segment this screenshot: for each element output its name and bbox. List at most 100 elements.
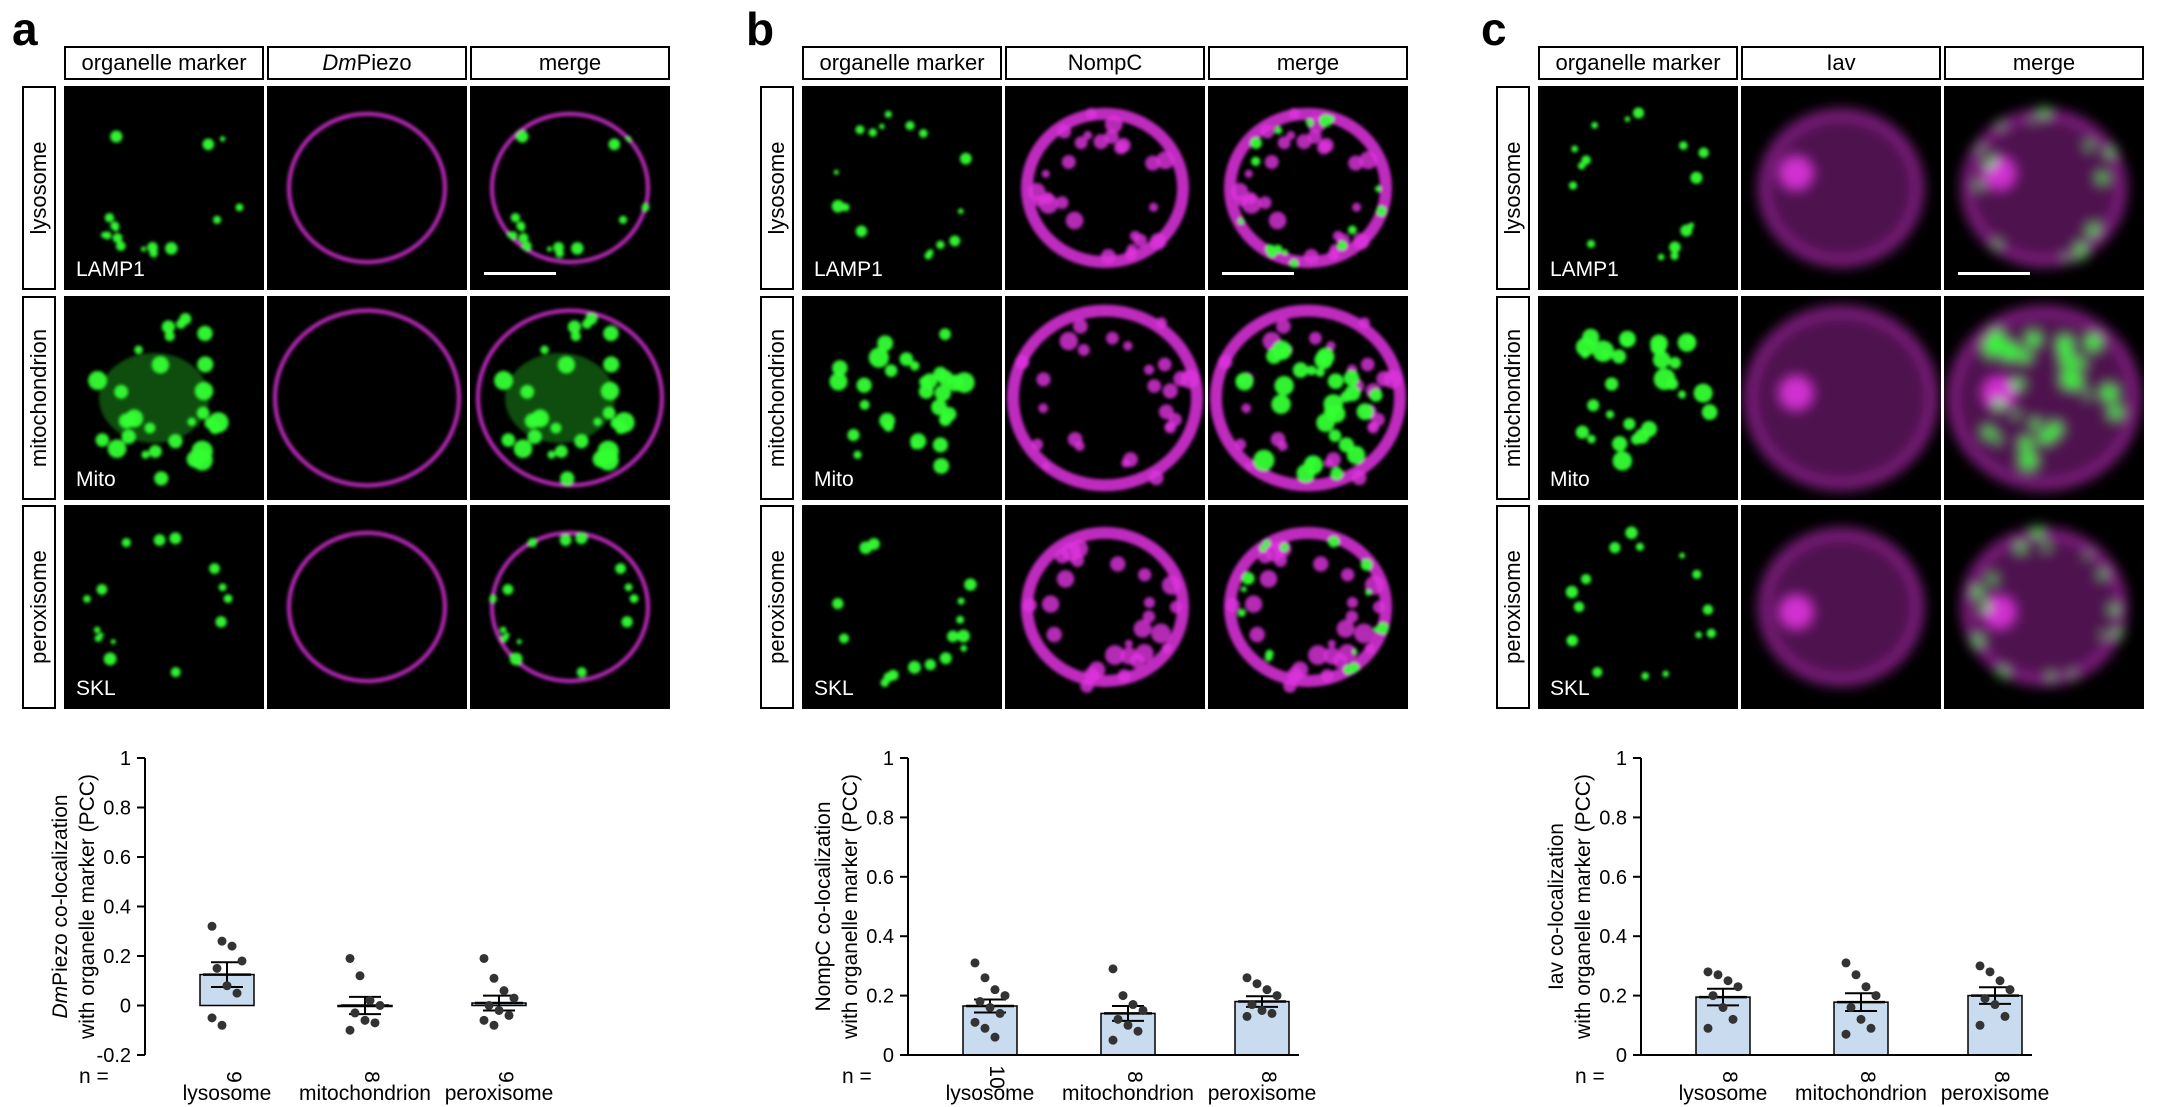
organelle-puncta [1993,399,2006,412]
micrograph-image [1021,526,1189,693]
n-value: 9 [222,1071,245,1083]
data-point [1980,994,1990,1004]
channel-cluster [1014,354,1030,370]
data-point [479,1015,489,1025]
organelle-puncta [2046,421,2064,438]
organelle-puncta [501,433,516,447]
organelle-puncta [1591,121,1599,129]
channel-cluster [1033,195,1045,207]
x-tick-label: peroxisome [1941,1082,2050,1105]
channel-cluster [1288,107,1300,120]
organelle-puncta [110,130,123,143]
channel-cluster [1070,553,1085,568]
organelle-puncta [1592,667,1603,678]
organelle-puncta [2031,526,2044,540]
organelle-puncta [2030,116,2037,122]
data-point [237,956,247,966]
organelle-puncta [170,667,181,678]
organelle-puncta [856,377,872,393]
organelle-puncta [2085,141,2094,150]
channel-cluster [1348,155,1364,171]
column-header: NompC [1005,46,1205,80]
micrograph-signal [100,130,244,258]
organelle-puncta [959,152,972,165]
organelle-puncta [1237,217,1245,225]
panel-letter: c [1481,3,1507,55]
column-header: merge [470,46,670,80]
organelle-puncta [509,231,518,240]
row-header-label: peroxisome [764,550,789,664]
channel-cluster [1303,248,1319,264]
organelle-puncta [2101,631,2109,639]
channel-cluster [1277,136,1291,150]
channel-cluster [1065,211,1084,230]
marker-label: Mito [814,468,854,491]
mito-haze [505,353,615,443]
organelle-puncta [95,433,110,447]
organelle-puncta [107,439,127,459]
organelle-puncta [933,458,950,474]
organelle-puncta [208,422,222,435]
data-point [1113,1014,1123,1024]
organelle-puncta [1587,399,1600,412]
organelle-puncta [516,639,522,645]
channel-cluster [1981,594,2017,630]
data-point [980,1023,990,1033]
organelle-puncta [1971,585,1985,599]
channel-cluster [1041,595,1060,613]
organelle-puncta [1650,334,1668,353]
organelle-puncta [1677,333,1697,352]
marker-label: LAMP1 [76,258,145,281]
channel-cluster [1217,354,1233,370]
organelle-puncta [924,659,936,671]
channel-cluster [1345,610,1359,623]
y-axis-label: Iav co-localization [1545,823,1568,990]
organelle-puncta [625,136,632,142]
micrograph-image [490,111,650,265]
marker-label: SKL [1550,677,1590,700]
marker-label: Mito [1550,468,1590,491]
micrograph-channel [1741,86,1941,290]
organelle-puncta [936,240,945,250]
micrograph-signal [1565,526,1716,680]
data-point [1138,1005,1148,1015]
organelle-puncta [924,251,933,260]
data-point [345,953,355,963]
channel-cluster [1157,357,1172,372]
organelle-puncta [1611,349,1627,364]
organelle-puncta [2076,251,2085,261]
data-point [2005,985,2015,995]
organelle-puncta [103,652,117,666]
organelle-puncta [1624,116,1631,122]
micrograph-merge [1208,86,1408,290]
micrograph-merge [470,86,670,290]
x-tick-label: peroxisome [1208,1082,1317,1105]
organelle-puncta [2083,333,2103,352]
organelle-puncta [1702,604,1714,615]
organelle-puncta [597,440,619,462]
organelle-puncta [615,563,626,574]
organelle-puncta [215,616,227,628]
channel-cluster [1364,643,1376,654]
channel-cluster [1061,154,1076,170]
column-header-label: organelle marker [819,50,985,75]
organelle-puncta [2098,569,2108,579]
organelle-puncta [93,626,101,634]
micrograph-marker: Mito [64,296,264,500]
micrograph-channel [1005,505,1205,709]
organelle-puncta [2036,433,2048,445]
channel-cluster [1156,151,1175,170]
micrograph-image [287,530,447,684]
data-point [1000,991,1010,1001]
organelle-puncta [1282,249,1289,256]
scale-bar [1222,272,1294,275]
organelle-puncta [1693,383,1713,403]
bar [1833,1001,1889,1056]
channel-cluster [1080,679,1094,693]
organelle-puncta [2084,390,2093,399]
organelle-puncta [115,241,126,251]
data-point [1708,991,1718,1001]
data-point [1861,982,1871,992]
row-header: peroxisome [760,505,794,709]
organelle-puncta [1253,449,1275,471]
